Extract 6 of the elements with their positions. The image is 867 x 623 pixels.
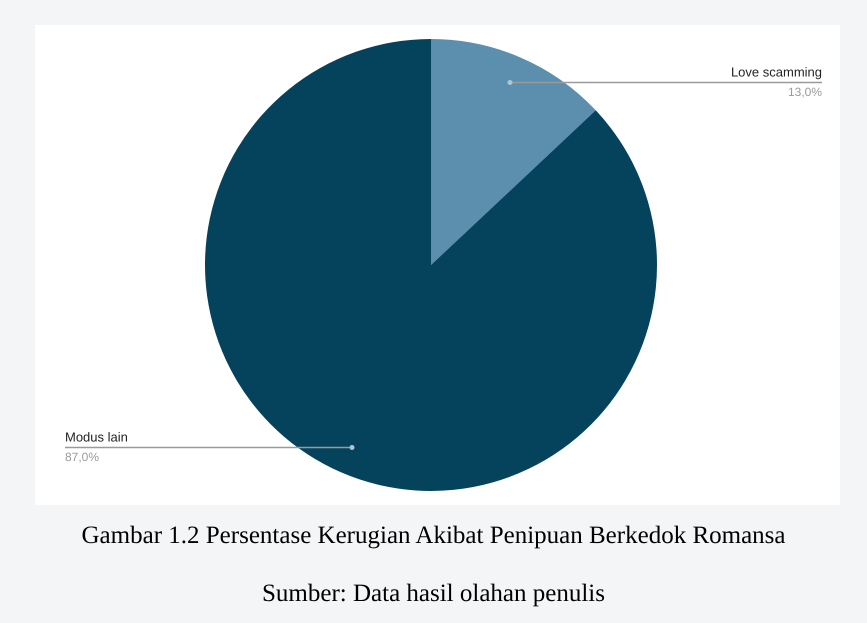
data-label: 87,0% — [65, 450, 100, 464]
text: Gambar 1.2 Persentase Kerugian Akibat Penipuan Berkedok Romansa — [80, 522, 786, 550]
data-label: 13,0% — [788, 84, 822, 99]
slice-label: Modus lain — [65, 430, 128, 445]
slice-label: Love scamming — [730, 64, 822, 80]
text: Sumber: Data hasil olahan penulis — [261, 580, 606, 608]
